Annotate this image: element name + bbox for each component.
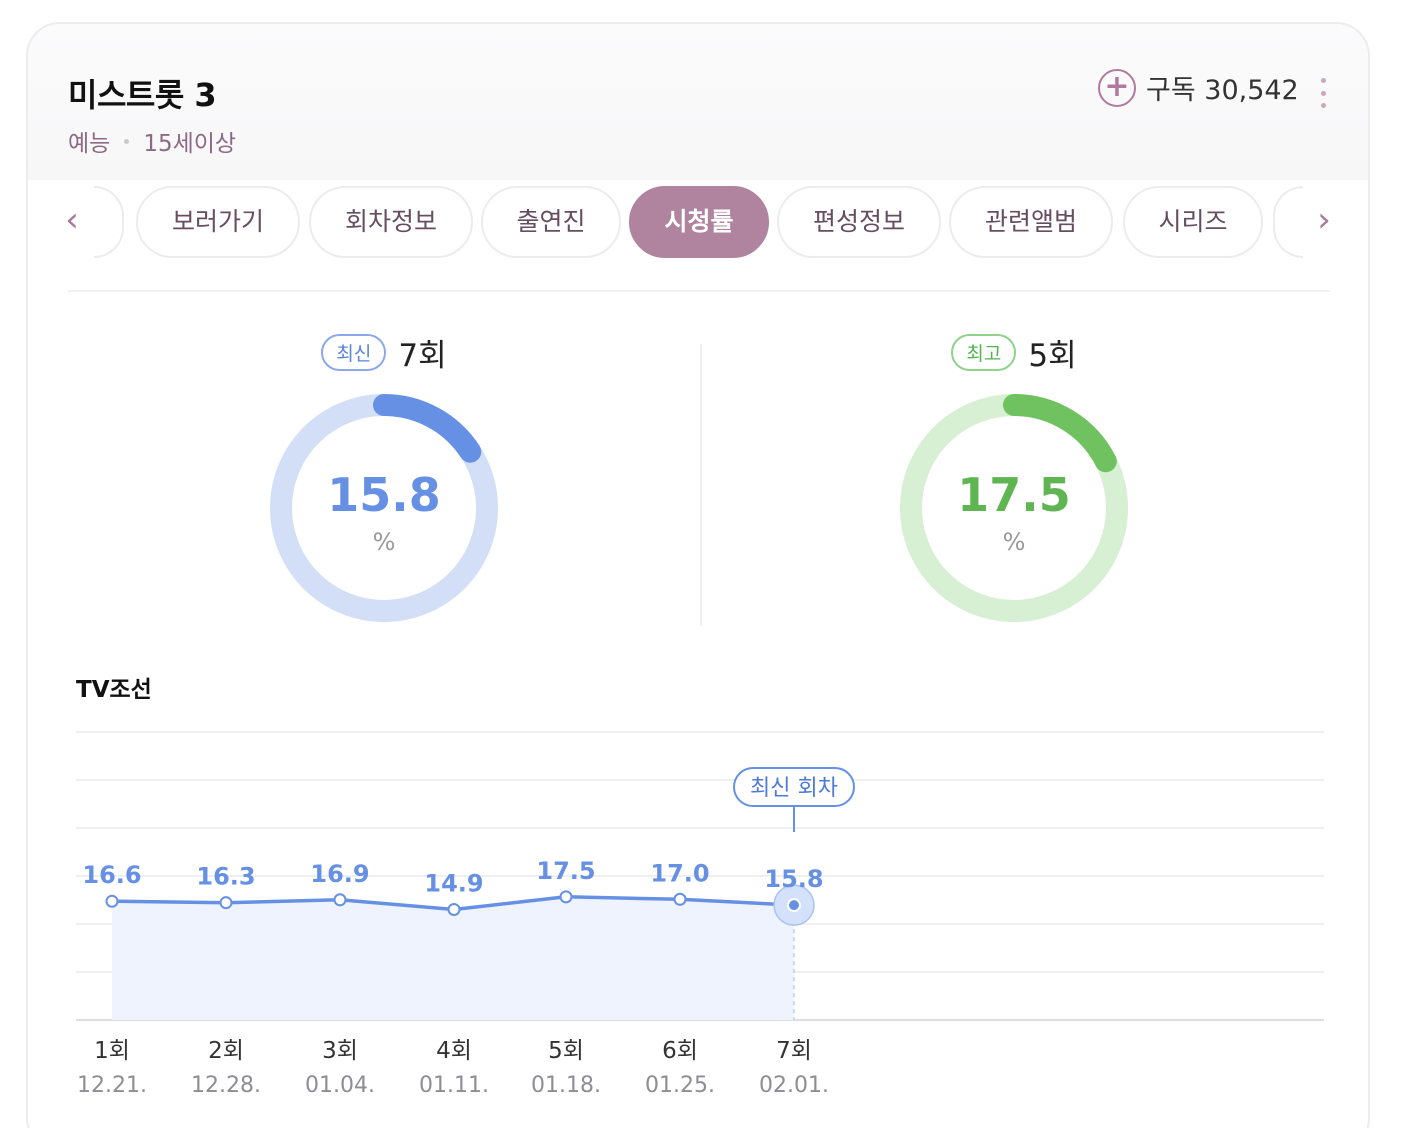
tab-watch[interactable]: 보러가기 bbox=[136, 186, 300, 258]
data-label: 14.9 bbox=[424, 869, 483, 897]
tab-albums[interactable]: 관련앨범 bbox=[949, 186, 1113, 258]
tab-schedule[interactable]: 편성정보 bbox=[777, 186, 941, 258]
card-header bbox=[28, 24, 1368, 180]
data-point bbox=[333, 893, 347, 907]
data-point bbox=[219, 896, 233, 910]
vertical-dots-icon bbox=[1320, 78, 1326, 83]
separator-dot bbox=[124, 138, 130, 144]
x-date-label: 12.21. bbox=[77, 1073, 147, 1098]
series-area bbox=[112, 896, 794, 1020]
program-meta: 예능 15세이상 bbox=[68, 124, 236, 158]
ratings-line-chart: 16.6 1회 12.21. 16.3 2회 12.28. 16.9 3회 01.04. 14.9… bbox=[76, 731, 1324, 1098]
latest-rating-ring bbox=[270, 394, 498, 622]
x-tick-label: 4회 bbox=[436, 1038, 472, 1064]
data-point bbox=[787, 898, 801, 913]
x-tick-label: 3회 bbox=[322, 1038, 358, 1064]
tab-cast[interactable]: 출연진 bbox=[481, 186, 621, 258]
chevron-right-icon[interactable]: › bbox=[1317, 200, 1331, 240]
latest-episode-marker-label: 최신 회차 bbox=[750, 776, 838, 801]
latest-badge: 최신 bbox=[321, 334, 387, 371]
tab-partial-right bbox=[1273, 186, 1303, 258]
tab-ratings[interactable]: 시청률 bbox=[629, 186, 769, 258]
x-tick-label: 2회 bbox=[208, 1038, 244, 1064]
best-ring-arc bbox=[1003, 394, 1117, 473]
age-rating-label: 15세이상 bbox=[143, 131, 237, 157]
latest-rating-value: 15.8 bbox=[327, 468, 441, 522]
divider bbox=[68, 290, 1330, 292]
latest-episode: 7회 bbox=[398, 338, 447, 374]
x-date-label: 01.04. bbox=[305, 1073, 375, 1098]
genre-label: 예능 bbox=[68, 131, 111, 157]
x-tick-label: 1회 bbox=[94, 1038, 130, 1064]
tab-bar: ‹ 보러가기 회차정보 출연진 시청률 편성정보 관련앨범 시리즈 › bbox=[28, 184, 1368, 260]
best-episode: 5회 bbox=[1028, 338, 1077, 374]
best-rating-value: 17.5 bbox=[957, 468, 1071, 522]
x-date-label: 12.28. bbox=[191, 1073, 261, 1098]
subscribe-count: 구독 30,542 bbox=[1146, 75, 1299, 106]
data-point bbox=[105, 894, 119, 908]
data-label: 16.9 bbox=[310, 860, 369, 888]
x-date-label: 01.11. bbox=[419, 1073, 489, 1098]
tab-partial-left bbox=[94, 186, 124, 258]
program-title: 미스트롯 3 bbox=[68, 76, 217, 114]
data-label: 16.3 bbox=[196, 863, 255, 891]
x-tick-label: 7회 bbox=[776, 1038, 812, 1064]
x-date-label: 02.01. bbox=[759, 1073, 829, 1098]
x-tick-label: 6회 bbox=[662, 1038, 698, 1064]
data-label: 17.5 bbox=[536, 857, 595, 885]
subscribe-button[interactable]: + 구독 30,542 bbox=[1098, 68, 1299, 107]
data-label: 17.0 bbox=[650, 859, 709, 887]
best-badge: 최고 bbox=[951, 334, 1017, 371]
x-date-label: 01.25. bbox=[645, 1073, 715, 1098]
latest-ring-arc bbox=[373, 394, 482, 463]
tab-series[interactable]: 시리즈 bbox=[1123, 186, 1263, 258]
latest-rating-unit: % bbox=[372, 528, 396, 556]
x-tick-label: 5회 bbox=[548, 1038, 584, 1064]
x-date-label: 01.18. bbox=[531, 1073, 601, 1098]
data-point bbox=[559, 890, 573, 904]
best-rating-ring bbox=[900, 394, 1128, 622]
program-card: 미스트롯 3 예능 15세이상 + 구독 30,542 ‹ 보러가기 회차정보 … bbox=[26, 22, 1370, 1128]
data-point bbox=[447, 902, 461, 916]
tab-episodes[interactable]: 회차정보 bbox=[309, 186, 473, 258]
data-point bbox=[673, 892, 687, 906]
vertical-divider bbox=[700, 344, 702, 626]
data-label: 16.6 bbox=[82, 861, 141, 889]
latest-episode-marker bbox=[733, 767, 855, 807]
plus-circle-icon: + bbox=[1098, 68, 1136, 107]
channel-name: TV조선 bbox=[76, 677, 152, 703]
data-label: 15.8 bbox=[764, 865, 823, 893]
best-rating-unit: % bbox=[1002, 528, 1026, 556]
more-options-button[interactable] bbox=[1318, 78, 1328, 108]
chevron-left-icon[interactable]: ‹ bbox=[65, 200, 79, 240]
